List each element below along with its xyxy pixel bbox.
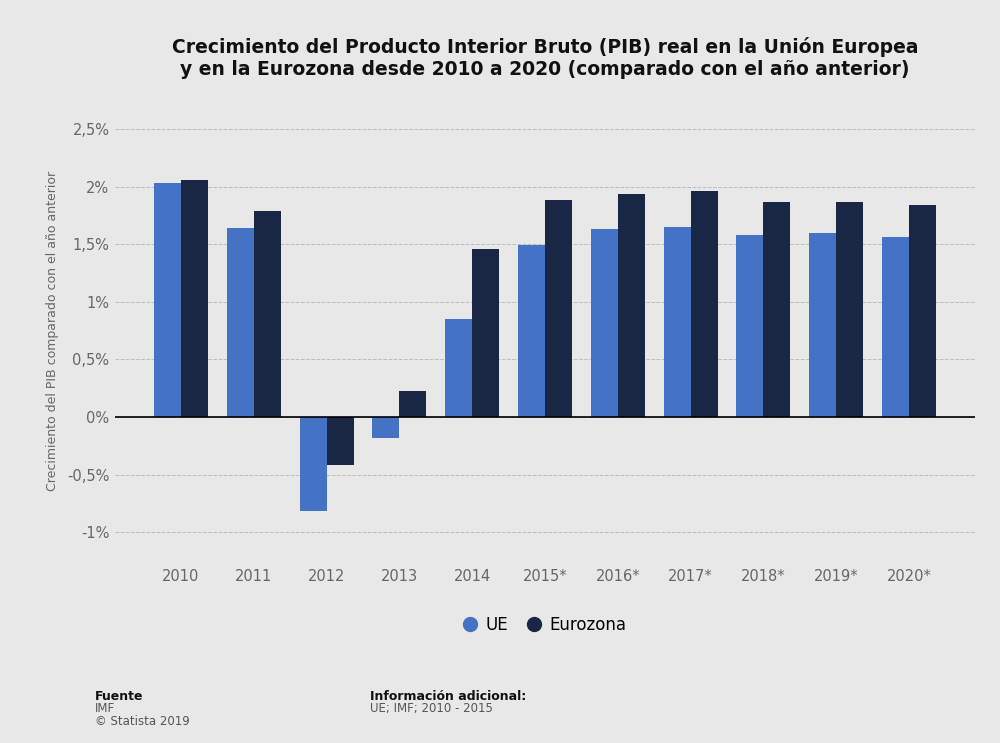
Bar [763, 201, 790, 417]
Bar [664, 227, 691, 417]
Text: Información adicional:: Información adicional: [370, 690, 526, 702]
Bar [254, 211, 281, 417]
Bar [591, 230, 618, 417]
Bar [618, 194, 645, 417]
Bar [300, 417, 327, 511]
Bar [836, 201, 863, 417]
Title: Crecimiento del Producto Interior Bruto (PIB) real en la Unión Europea
y en la E: Crecimiento del Producto Interior Bruto … [172, 37, 918, 80]
Text: © Statista 2019: © Statista 2019 [95, 715, 190, 727]
Bar [882, 237, 909, 417]
Bar [472, 249, 499, 417]
Legend: UE, Eurozona: UE, Eurozona [455, 608, 635, 643]
Bar [909, 205, 936, 417]
Text: UE; IMF; 2010 - 2015: UE; IMF; 2010 - 2015 [370, 702, 493, 715]
Bar [372, 417, 399, 438]
Bar [809, 233, 836, 417]
Bar [154, 184, 181, 417]
Text: Fuente: Fuente [95, 690, 144, 702]
Y-axis label: Crecimiento del PIB comparado con el año anterior: Crecimiento del PIB comparado con el año… [46, 171, 59, 490]
Bar [736, 235, 763, 417]
Bar [227, 228, 254, 417]
Bar [327, 417, 354, 465]
Bar [691, 191, 718, 417]
Text: IMF: IMF [95, 702, 115, 715]
Bar [445, 319, 472, 417]
Bar [181, 180, 208, 417]
Bar [545, 201, 572, 417]
Bar [518, 245, 545, 417]
Bar [399, 391, 426, 417]
